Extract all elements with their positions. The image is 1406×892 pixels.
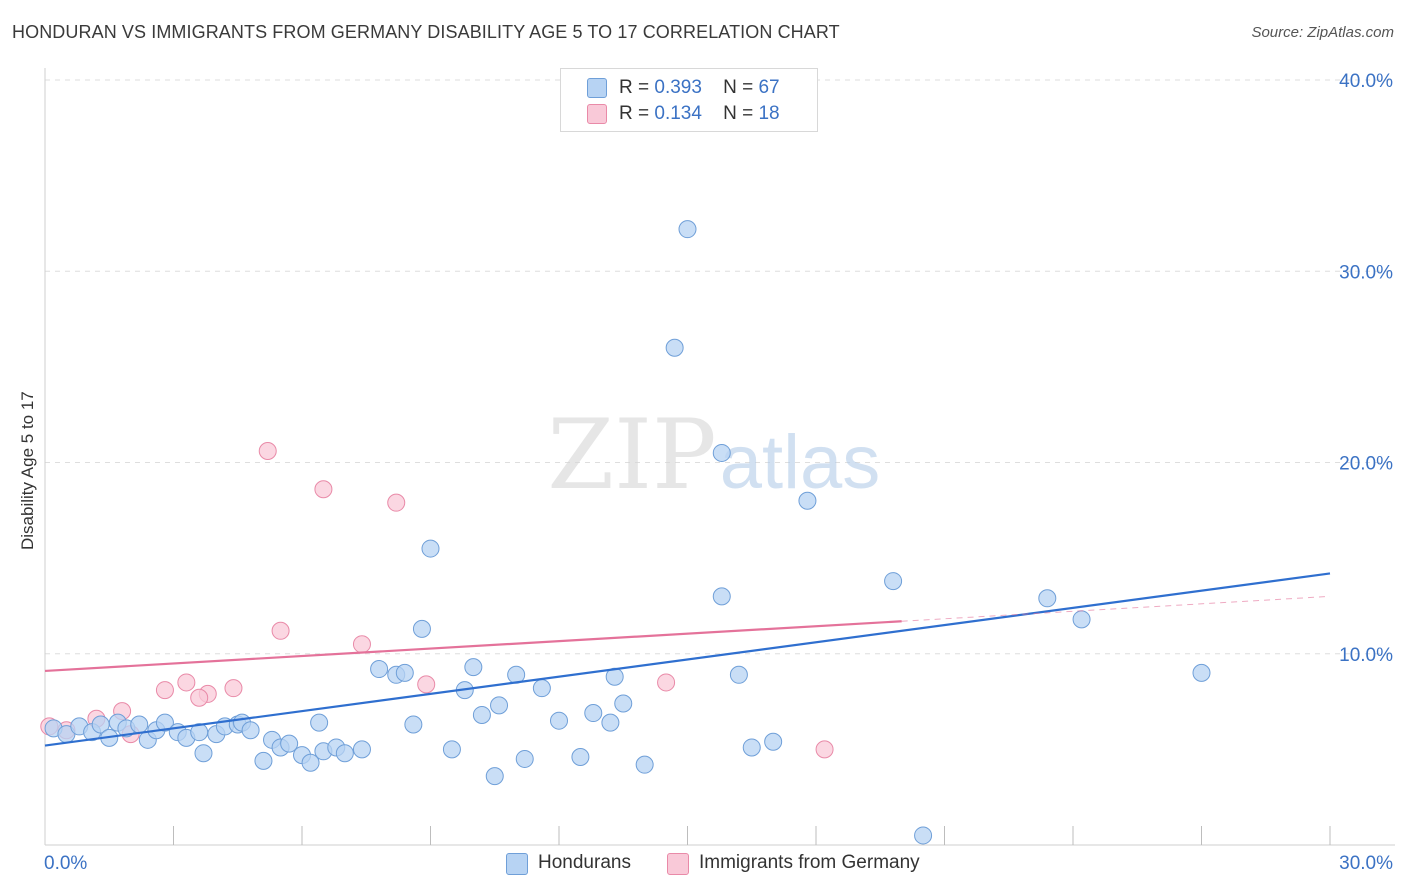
germany-point xyxy=(224,679,243,698)
honduran-point xyxy=(884,572,903,591)
legend-swatch-pink xyxy=(587,104,607,124)
honduran-point xyxy=(485,767,504,786)
honduran-point xyxy=(352,740,371,759)
y-tick-label: 20.0% xyxy=(1339,454,1393,475)
x-tick-label: 0.0% xyxy=(44,853,87,874)
honduran-point xyxy=(335,744,354,763)
germany-trend-extension xyxy=(901,595,1331,622)
watermark-zip: ZIP xyxy=(547,399,716,511)
honduran-point xyxy=(712,587,731,606)
honduran-point xyxy=(764,732,783,751)
legend-swatch-pink xyxy=(667,853,689,875)
honduran-point xyxy=(914,826,933,845)
honduran-point xyxy=(798,491,817,510)
honduran-point xyxy=(254,751,273,770)
legend-label-germany: Immigrants from Germany xyxy=(699,852,920,873)
honduran-point xyxy=(601,713,620,732)
honduran-point xyxy=(1192,663,1211,682)
honduran-point xyxy=(1038,589,1057,608)
honduran-point xyxy=(571,748,590,767)
honduran-point xyxy=(614,694,633,713)
germany-point xyxy=(271,621,290,640)
honduran-point xyxy=(280,734,299,753)
honduran-trend-line xyxy=(44,572,1331,747)
germany-trend-line xyxy=(44,620,902,673)
honduran-point xyxy=(729,665,748,684)
legend-n-label: N = xyxy=(723,103,754,124)
honduran-point xyxy=(370,660,389,679)
legend-swatch-blue xyxy=(506,853,528,875)
legend-label-hondurans: Hondurans xyxy=(538,852,631,873)
series-legend: Hondurans Immigrants from Germany xyxy=(0,852,1406,878)
y-tick-label: 10.0% xyxy=(1339,645,1393,666)
honduran-point xyxy=(742,738,761,757)
legend-swatch-blue xyxy=(587,78,607,98)
germany-point xyxy=(352,635,371,654)
honduran-point xyxy=(490,696,509,715)
honduran-point xyxy=(1072,610,1091,629)
honduran-point xyxy=(301,753,320,772)
germany-point xyxy=(190,688,209,707)
germany-point xyxy=(155,681,174,700)
legend-n-value: 18 xyxy=(758,103,780,124)
watermark-atlas: atlas xyxy=(720,420,881,505)
honduran-point xyxy=(442,740,461,759)
legend-r-label: R = xyxy=(619,103,650,124)
honduran-point xyxy=(404,715,423,734)
legend-n-value: 67 xyxy=(758,77,780,98)
honduran-point xyxy=(532,679,551,698)
honduran-point xyxy=(412,619,431,638)
honduran-point xyxy=(515,749,534,768)
correlation-legend: R = 0.393 N = 67 R = 0.134 N = 18 xyxy=(560,68,818,132)
germany-point xyxy=(417,675,436,694)
germany-point xyxy=(258,442,277,461)
honduran-point xyxy=(241,721,260,740)
germany-point xyxy=(657,673,676,692)
honduran-point xyxy=(678,220,697,239)
germany-point xyxy=(387,493,406,512)
honduran-point xyxy=(155,713,174,732)
germany-point xyxy=(314,480,333,499)
honduran-point xyxy=(130,715,149,734)
honduran-point xyxy=(421,539,440,558)
honduran-point xyxy=(712,443,731,462)
legend-r-label: R = xyxy=(619,77,650,98)
legend-r-value: 0.393 xyxy=(654,77,702,98)
legend-r-value: 0.134 xyxy=(654,103,702,124)
x-tick-label: 30.0% xyxy=(1339,853,1393,874)
honduran-point xyxy=(550,711,568,730)
honduran-point xyxy=(472,705,491,724)
honduran-point xyxy=(635,755,654,774)
germany-point xyxy=(177,673,196,692)
source-credit: Source: ZipAtlas.com xyxy=(1251,24,1394,41)
chart-title: HONDURAN VS IMMIGRANTS FROM GERMANY DISA… xyxy=(12,22,840,42)
honduran-point xyxy=(665,338,684,357)
legend-n-label: N = xyxy=(723,77,754,98)
honduran-point xyxy=(464,658,483,677)
y-tick-label: 40.0% xyxy=(1339,71,1393,92)
honduran-point xyxy=(584,704,603,723)
honduran-point xyxy=(310,713,329,732)
germany-point xyxy=(815,740,834,759)
y-axis-label: Disability Age 5 to 17 xyxy=(18,391,37,550)
y-tick-label: 30.0% xyxy=(1339,262,1393,283)
honduran-point xyxy=(194,744,213,763)
honduran-point xyxy=(395,663,414,682)
